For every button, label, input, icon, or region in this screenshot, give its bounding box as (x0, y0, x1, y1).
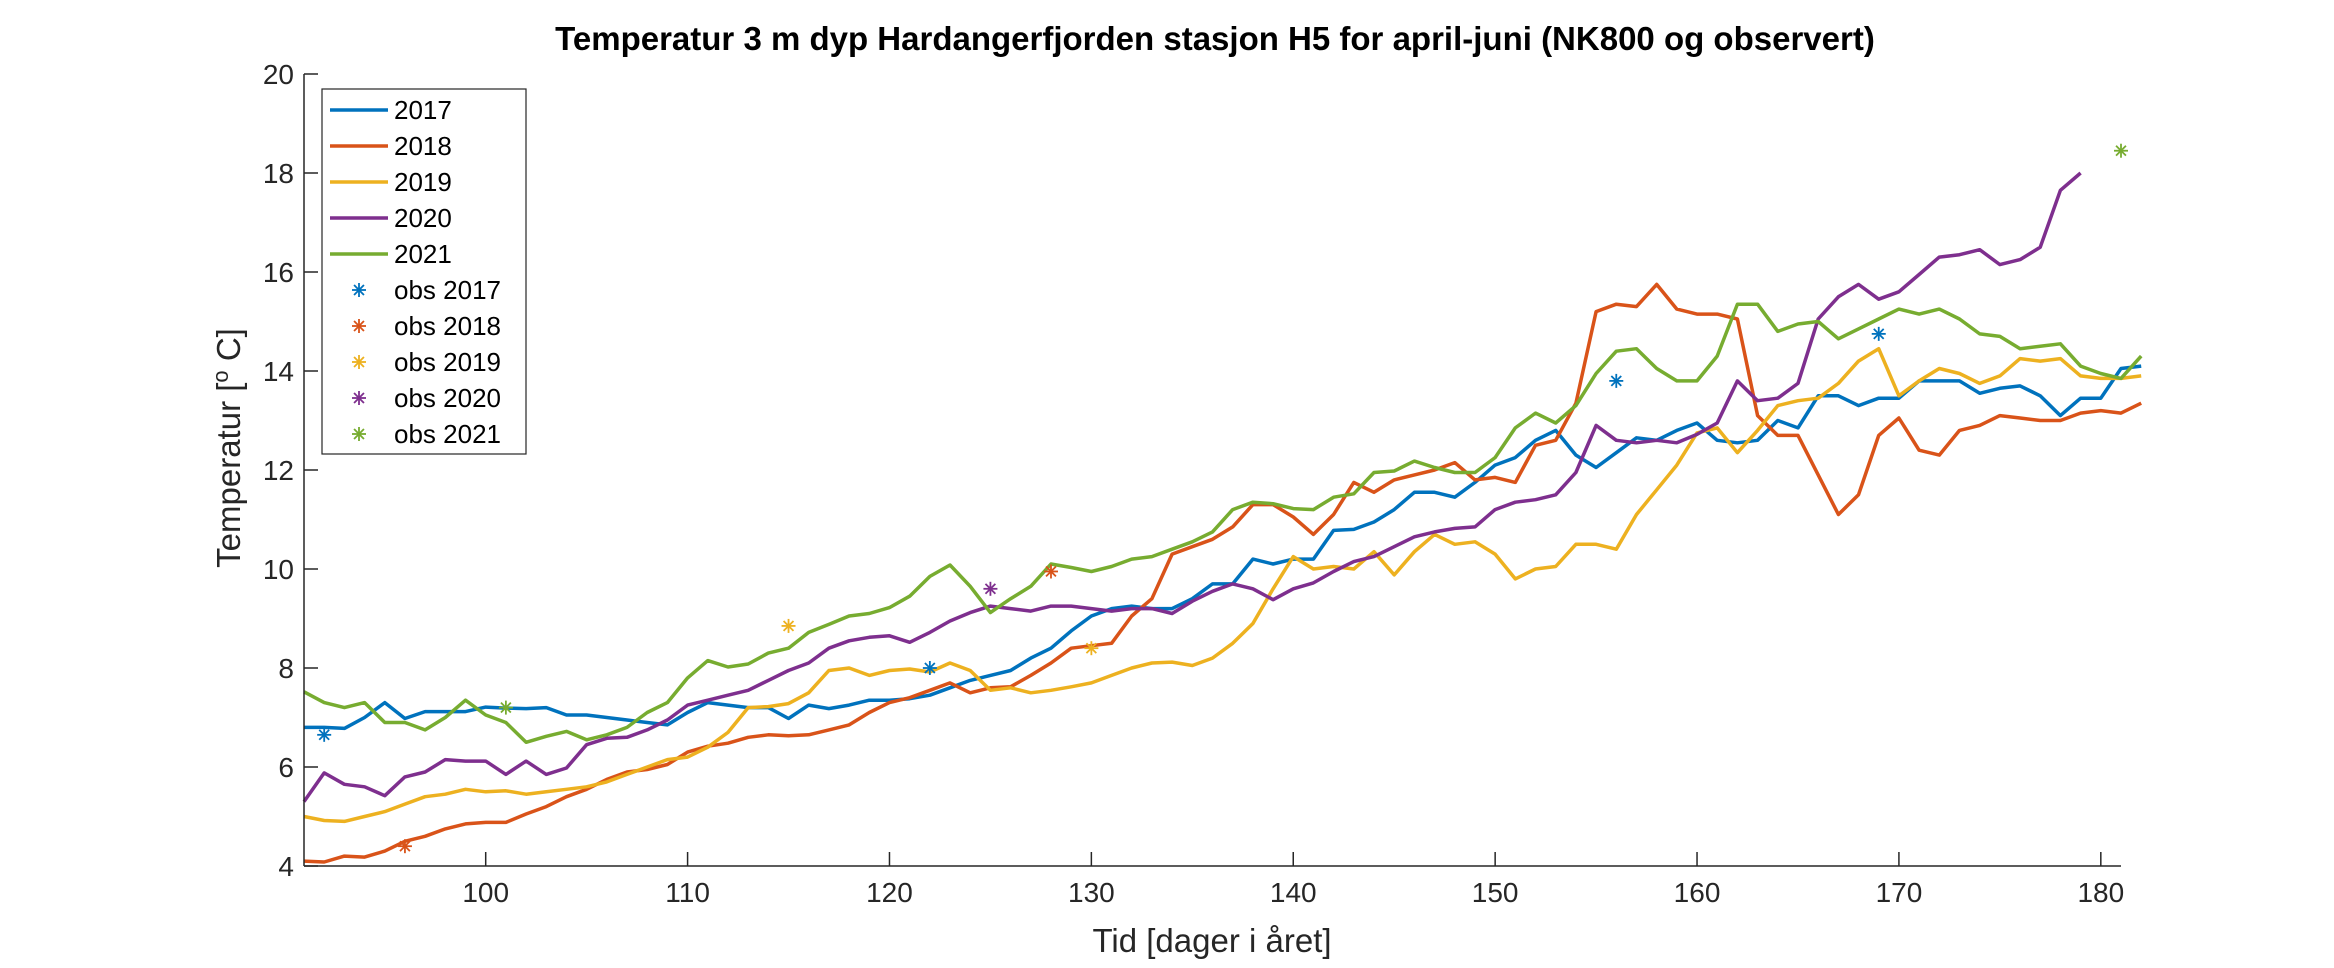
legend-marker-obs (352, 391, 366, 405)
series-line-2017 (304, 364, 2142, 731)
legend-label: 2018 (394, 131, 452, 161)
series-line-2021 (303, 302, 2143, 745)
legend-label: 2019 (394, 167, 452, 197)
y-tick-label: 14 (263, 356, 294, 387)
y-axis-label-end: C] (210, 328, 247, 370)
y-axis-label-sup: o (208, 370, 233, 382)
obs-point (781, 618, 796, 633)
series-line-2018 (303, 282, 2142, 864)
legend-marker-obs (352, 355, 366, 369)
legend-label: obs 2019 (394, 347, 501, 377)
legend-label: obs 2021 (394, 419, 501, 449)
obs-point (1043, 564, 1058, 579)
legend: 2017 2018 2019 2020 2021 obs 2017 obs 2018 obs … (321, 88, 527, 455)
obs-point (1084, 641, 1099, 656)
y-tick-label: 18 (263, 158, 294, 189)
chart-title: Temperatur 3 m dyp Hardangerfjorden stas… (555, 20, 1875, 57)
legend-marker-obs (352, 319, 366, 333)
x-tick-label: 180 (2077, 877, 2124, 908)
y-axis-label: Temperatur [o C] (208, 328, 247, 568)
obs-point (922, 661, 937, 675)
obs-point (397, 839, 412, 854)
y-tick-label: 12 (263, 455, 294, 486)
x-tick-label: 110 (665, 877, 710, 908)
y-tick-label: 4 (278, 851, 294, 882)
x-axis: 100 110 120 130 140 150 160 170 180 (304, 852, 2124, 908)
y-tick-label: 20 (263, 59, 294, 90)
obs-point (1871, 326, 1886, 341)
legend-label: obs 2017 (394, 275, 501, 305)
y-tick-label: 10 (263, 554, 294, 585)
y-axis-label-main: Temperatur [ (210, 383, 247, 568)
x-tick-label: 130 (1068, 877, 1115, 908)
x-tick-label: 160 (1674, 877, 1721, 908)
x-tick-label: 120 (866, 877, 913, 908)
legend-marker-obs (352, 283, 366, 297)
legend-marker-obs (352, 427, 366, 441)
legend-label: 2021 (394, 239, 452, 269)
x-tick-label: 140 (1270, 877, 1317, 908)
legend-label: 2020 (394, 203, 452, 233)
legend-box (321, 88, 527, 455)
legend-label: obs 2020 (394, 383, 501, 413)
y-axis: 4 6 8 10 12 14 16 18 20 (263, 59, 318, 882)
obs-point (317, 727, 332, 742)
obs-point (1609, 373, 1624, 388)
x-tick-label: 100 (462, 877, 509, 908)
obs-point (2114, 143, 2128, 158)
plot-area (302, 143, 2143, 864)
series-line-2019 (303, 346, 2142, 824)
y-tick-label: 8 (278, 653, 294, 684)
y-tick-label: 6 (278, 752, 294, 783)
legend-label: 2017 (394, 95, 452, 125)
legend-label: obs 2018 (394, 311, 501, 341)
obs-point (983, 581, 998, 596)
x-axis-label: Tid [dager i året] (1092, 922, 1331, 959)
x-tick-label: 150 (1472, 877, 1519, 908)
obs-point (498, 700, 513, 715)
x-tick-label: 170 (1876, 877, 1923, 908)
y-tick-label: 16 (263, 257, 294, 288)
series-line-2020 (302, 171, 2082, 803)
